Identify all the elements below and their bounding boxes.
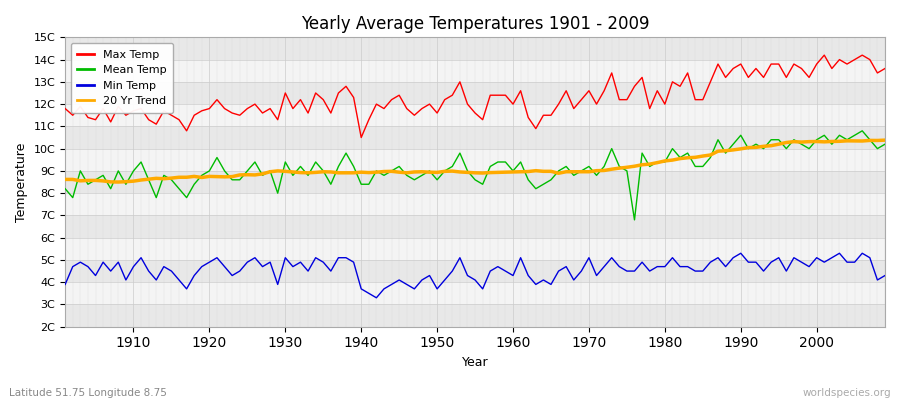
Bar: [65, 126, 885, 149]
Text: Latitude 51.75 Longitude 8.75: Latitude 51.75 Longitude 8.75: [9, 388, 166, 398]
Bar: [65, 37, 885, 60]
Text: worldspecies.org: worldspecies.org: [803, 388, 891, 398]
Bar: [65, 282, 885, 304]
Bar: [65, 104, 885, 126]
Bar: [65, 238, 885, 260]
Bar: [65, 171, 885, 193]
Legend: Max Temp, Mean Temp, Min Temp, 20 Yr Trend: Max Temp, Mean Temp, Min Temp, 20 Yr Tre…: [71, 43, 173, 113]
Bar: [65, 149, 885, 171]
Bar: [65, 82, 885, 104]
Bar: [65, 60, 885, 82]
Bar: [65, 193, 885, 216]
Bar: [65, 260, 885, 282]
Bar: [65, 304, 885, 327]
Title: Yearly Average Temperatures 1901 - 2009: Yearly Average Temperatures 1901 - 2009: [301, 15, 649, 33]
X-axis label: Year: Year: [462, 356, 489, 369]
Y-axis label: Temperature: Temperature: [15, 142, 28, 222]
Bar: [65, 216, 885, 238]
